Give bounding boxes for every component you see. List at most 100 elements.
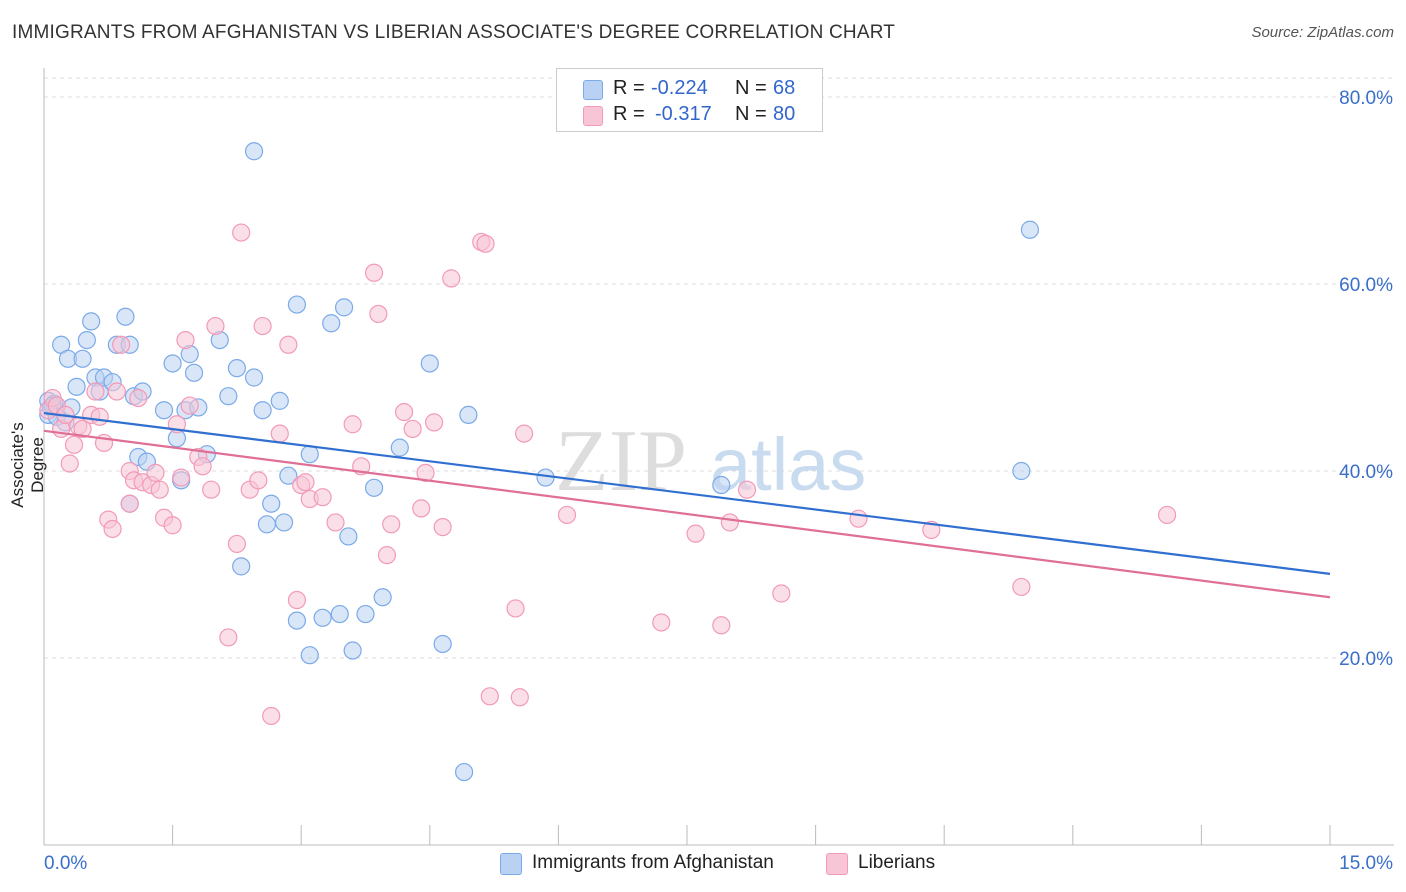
- point-liberian: [64, 435, 84, 454]
- point-afghanistan: [356, 604, 375, 624]
- point-afghanistan: [257, 515, 277, 534]
- point-liberian: [737, 480, 757, 499]
- point-liberian: [253, 316, 272, 336]
- point-liberian: [442, 269, 461, 288]
- series-swatch-pink: [826, 853, 848, 875]
- trend-lines: [43, 411, 1331, 599]
- source-label: Source: ZipAtlas.com: [1251, 24, 1394, 41]
- point-liberian: [510, 688, 529, 707]
- watermark-zip: ZIP: [555, 413, 687, 510]
- point-liberian: [163, 516, 182, 535]
- y-tick-label: 40.0%: [1339, 462, 1393, 483]
- point-afghanistan: [262, 494, 281, 513]
- point-afghanistan: [67, 377, 86, 396]
- series-name: Immigrants from Afghanistan: [532, 852, 774, 873]
- y-axis-label: Associate's Degree: [8, 422, 47, 508]
- point-liberian: [416, 463, 435, 482]
- point-liberian: [219, 628, 238, 647]
- point-liberian: [279, 335, 298, 354]
- point-afghanistan: [274, 513, 294, 532]
- tick-labels: 20.0% 40.0% 60.0% 80.0% 0.0% 15.0%: [44, 88, 1393, 874]
- legend-r-value: -0.317: [655, 103, 712, 125]
- point-liberian: [270, 424, 289, 443]
- point-liberian: [206, 316, 225, 336]
- point-afghanistan: [459, 405, 478, 424]
- point-liberian: [227, 534, 246, 554]
- point-afghanistan: [219, 387, 238, 406]
- x-tick-label: 0.0%: [44, 853, 87, 874]
- point-liberian: [287, 590, 307, 610]
- point-liberian: [262, 706, 281, 726]
- point-afghanistan: [279, 466, 298, 485]
- watermark: ZIP atlas: [555, 413, 866, 510]
- point-afghanistan: [454, 762, 474, 782]
- legend-swatch-blue: [583, 80, 603, 100]
- point-afghanistan: [373, 588, 392, 607]
- point-afghanistan: [244, 368, 264, 387]
- point-liberian: [180, 396, 199, 415]
- point-liberian: [107, 382, 126, 401]
- legend-r-label: R =: [613, 103, 645, 125]
- point-afghanistan: [163, 354, 182, 373]
- point-liberian: [129, 388, 148, 408]
- point-afghanistan: [420, 354, 439, 373]
- point-afghanistan: [232, 557, 251, 576]
- watermark-atlas: atlas: [710, 423, 866, 506]
- point-liberian: [232, 223, 251, 242]
- legend-r-value: -0.224: [651, 77, 708, 99]
- point-liberian: [382, 515, 401, 534]
- point-liberian: [506, 599, 525, 618]
- point-liberian: [1012, 577, 1031, 597]
- point-afghanistan: [287, 611, 307, 630]
- point-liberian: [480, 687, 499, 706]
- point-afghanistan: [227, 359, 246, 378]
- chart-title: IMMIGRANTS FROM AFGHANISTAN VS LIBERIAN …: [12, 22, 896, 43]
- data-points: [39, 142, 1177, 782]
- x-tick-label: 15.0%: [1339, 853, 1393, 874]
- point-afghanistan: [330, 604, 349, 624]
- point-liberian: [720, 513, 739, 532]
- point-afghanistan: [343, 641, 362, 660]
- point-afghanistan: [339, 527, 358, 546]
- legend-r-label: R =: [613, 77, 645, 99]
- point-liberian: [557, 505, 577, 525]
- correlation-legend: R = -0.224 N = 68 R = -0.317 N = 80: [556, 68, 823, 132]
- point-afghanistan: [322, 314, 341, 333]
- point-liberian: [120, 494, 139, 513]
- point-liberian: [686, 524, 705, 543]
- series-swatch-blue: [500, 853, 522, 875]
- point-liberian: [433, 517, 452, 537]
- point-afghanistan: [287, 295, 307, 314]
- y-tick-label: 60.0%: [1339, 275, 1393, 296]
- point-liberian: [369, 304, 388, 324]
- point-liberian: [193, 457, 212, 476]
- point-afghanistan: [300, 445, 319, 464]
- point-liberian: [1158, 505, 1177, 525]
- point-liberian: [176, 331, 195, 350]
- point-afghanistan: [334, 298, 354, 317]
- point-afghanistan: [390, 438, 409, 457]
- point-liberian: [60, 454, 79, 473]
- trend-line-liberian: [43, 429, 1331, 599]
- legend-n-value: 68: [773, 77, 796, 99]
- point-liberian: [772, 584, 791, 603]
- legend-swatch-pink: [583, 106, 603, 126]
- point-liberian: [86, 382, 105, 401]
- y-tick-label: 80.0%: [1339, 88, 1393, 109]
- point-afghanistan: [1012, 461, 1031, 481]
- point-liberian: [652, 613, 671, 632]
- point-liberian: [476, 234, 495, 253]
- point-afghanistan: [364, 478, 384, 497]
- point-afghanistan: [712, 475, 731, 495]
- point-afghanistan: [73, 349, 92, 368]
- point-afghanistan: [1020, 220, 1040, 239]
- point-liberian: [150, 480, 169, 499]
- point-liberian: [364, 263, 384, 282]
- point-liberian: [172, 468, 191, 487]
- point-liberian: [73, 419, 92, 439]
- point-liberian: [377, 546, 397, 565]
- point-afghanistan: [253, 401, 272, 420]
- point-liberian: [849, 509, 868, 528]
- series-name: Liberians: [858, 852, 936, 873]
